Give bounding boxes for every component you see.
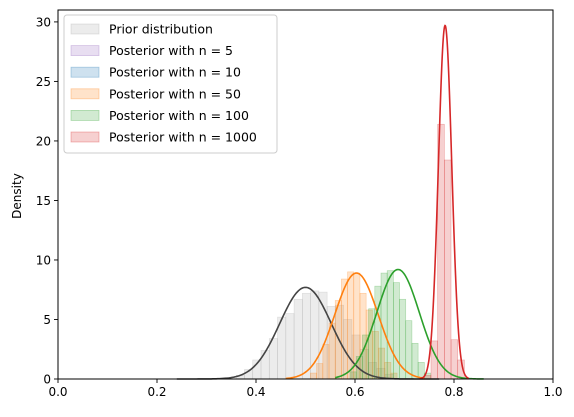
- y-axis: 0 5 10 15 20 25 30: [36, 15, 58, 387]
- hist-bar: [293, 298, 303, 380]
- hist-bar: [260, 350, 270, 380]
- hist-bar: [450, 339, 459, 380]
- hist-bar: [405, 320, 413, 380]
- hist-bar: [285, 313, 295, 380]
- hist-bar: [386, 270, 394, 380]
- y-tick-label: 30: [36, 15, 51, 29]
- legend-swatch: [70, 110, 100, 121]
- legend-item: Posterior with n = 50: [70, 86, 241, 101]
- x-axis: 0.0 0.2 0.4 0.6 0.8 1.0: [48, 379, 563, 399]
- legend: Prior distribution Posterior with n = 5 Po…: [63, 14, 278, 154]
- legend-label: Posterior with n = 10: [109, 65, 241, 80]
- y-tick-label: 25: [36, 75, 51, 89]
- legend-swatch: [70, 88, 100, 100]
- hist-bar: [411, 342, 419, 380]
- histogram-3: [310, 271, 398, 380]
- legend-item: Posterior with n = 1000: [70, 130, 257, 145]
- x-tick-label: 0.4: [246, 385, 265, 399]
- legend-item: Posterior with n = 5: [70, 43, 233, 58]
- kde-line-5: [419, 24, 470, 380]
- hist-bar: [310, 372, 317, 380]
- y-tick-label: 5: [43, 313, 51, 327]
- legend-swatch: [70, 66, 100, 78]
- legend-label: Posterior with n = 5: [109, 43, 233, 58]
- hist-bar: [349, 371, 357, 380]
- kde-line-4: [335, 268, 484, 380]
- y-tick-label: 0: [43, 373, 51, 387]
- legend-item: Posterior with n = 10: [70, 65, 241, 80]
- y-axis-label: Density: [10, 173, 24, 219]
- y-tick-label: 15: [36, 194, 51, 208]
- legend-label: Prior distribution: [109, 22, 213, 37]
- legend-swatch: [70, 131, 100, 143]
- x-tick-label: 0.8: [444, 385, 463, 399]
- x-tick-label: 0.2: [147, 385, 166, 399]
- hist-bar: [322, 344, 330, 380]
- legend-label: Posterior with n = 50: [109, 86, 241, 101]
- kde-line-3: [285, 272, 425, 380]
- legend-swatch: [70, 23, 100, 35]
- legend-swatch: [70, 45, 100, 56]
- hist-bar: [268, 338, 278, 380]
- y-tick-label: 20: [36, 134, 51, 148]
- hist-bar: [302, 292, 311, 380]
- hist-bar: [316, 363, 324, 380]
- y-tick-label: 10: [36, 253, 51, 267]
- legend-label: Posterior with n = 1000: [109, 130, 257, 145]
- hist-bar: [393, 282, 400, 380]
- legend-item: Posterior with n = 100: [70, 108, 249, 123]
- axes-frame: [57, 9, 554, 380]
- legend-box: [63, 14, 278, 154]
- x-tick-label: 1.0: [543, 385, 562, 399]
- hist-bar: [444, 159, 452, 380]
- histogram-5: [423, 123, 465, 380]
- x-tick-label: 0.6: [345, 385, 364, 399]
- x-tick-label: 0.0: [48, 385, 67, 399]
- legend-item: Prior distribution: [70, 22, 213, 37]
- legend-label: Posterior with n = 100: [109, 108, 249, 123]
